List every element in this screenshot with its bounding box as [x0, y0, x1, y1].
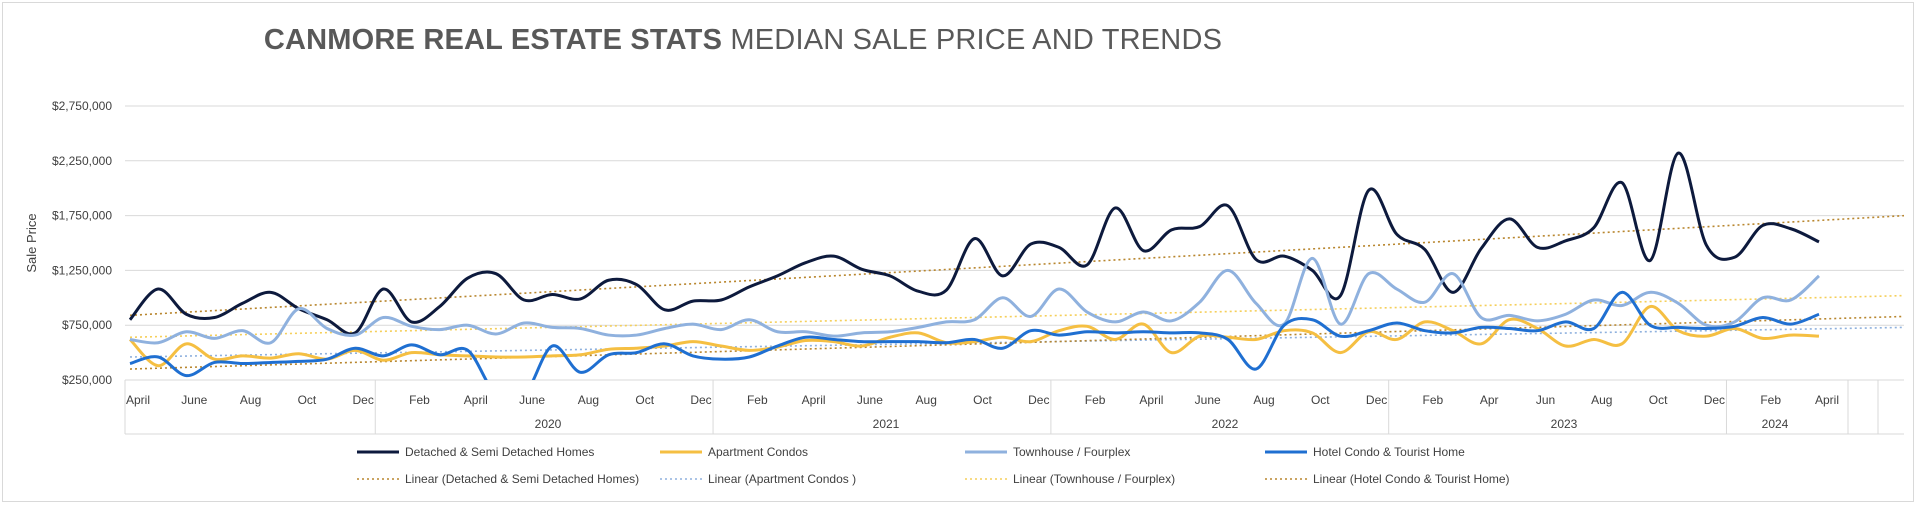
y-tick-label: $2,250,000 [52, 154, 112, 168]
legend-label-linear-hotel-condo-tourist-home: Linear (Hotel Condo & Tourist Home) [1313, 472, 1510, 486]
year-label: 2024 [1762, 417, 1789, 431]
legend-label-townhouse-fourplex: Townhouse / Fourplex [1013, 445, 1130, 459]
x-tick-label: Dec [1028, 393, 1049, 407]
x-tick-label: Oct [635, 393, 654, 407]
legend-label-hotel-condo-tourist-home: Hotel Condo & Tourist Home [1313, 445, 1465, 459]
legend-label-linear-apartment-condos: Linear (Apartment Condos ) [708, 472, 856, 486]
x-tick-label: Dec [690, 393, 711, 407]
year-label: 2020 [535, 417, 562, 431]
x-tick-label: Feb [409, 393, 430, 407]
series-line-townhouse-fourplex [129, 256, 1821, 345]
x-tick-label: Oct [1311, 393, 1330, 407]
y-tick-label: $1,250,000 [52, 263, 112, 277]
x-tick-label: Oct [973, 393, 992, 407]
year-label: 2021 [873, 417, 900, 431]
x-tick-label: Feb [1423, 393, 1444, 407]
x-tick-label: Feb [747, 393, 768, 407]
x-tick-label: June [857, 393, 883, 407]
series-line-apartment-condos [128, 305, 1820, 368]
y-tick-label: $750,000 [62, 318, 112, 332]
x-tick-label: June [181, 393, 207, 407]
x-tick-label: April [802, 393, 826, 407]
x-tick-label: Oct [1649, 393, 1668, 407]
x-tick-label: Aug [1591, 393, 1612, 407]
x-tick-label: April [1139, 393, 1163, 407]
x-tick-label: Apr [1480, 393, 1499, 407]
series-line-detached-semi-detached-homes [128, 151, 1820, 336]
chart-title: CANMORE REAL ESTATE STATS MEDIAN SALE PR… [0, 24, 1486, 57]
x-tick-label: Aug [578, 393, 599, 407]
legend: Detached & Semi Detached Homes Apartment … [357, 445, 1510, 486]
year-label: 2022 [1212, 417, 1239, 431]
x-tick-label: Jun [1536, 393, 1555, 407]
trendline-linear-detached-semi-detached-homes [129, 214, 1904, 317]
x-tick-label: Dec [1366, 393, 1387, 407]
axes: $250,000 $750,000 $1,250,000 $1,750,000 $2,2… [24, 99, 1904, 435]
y-axis-label: Sale Price [24, 213, 39, 272]
x-tick-label: Oct [298, 393, 317, 407]
y-tick-label: $250,000 [62, 373, 112, 387]
x-tick-label: Aug [1253, 393, 1274, 407]
x-tick-label: April [1815, 393, 1839, 407]
trendline-linear-townhouse-fourplex [129, 294, 1904, 339]
legend-label-detached-semi-detached-homes: Detached & Semi Detached Homes [405, 445, 594, 459]
x-tick-label: Dec [353, 393, 374, 407]
trendline-linear-hotel-condo-tourist-home [129, 315, 1904, 370]
x-tick-label: April [464, 393, 488, 407]
series-lines [128, 151, 1821, 380]
x-tick-label: Feb [1085, 393, 1106, 407]
y-tick-label: $1,750,000 [52, 209, 112, 223]
legend-label-linear-detached-semi-detached-homes: Linear (Detached & Semi Detached Homes) [405, 472, 639, 486]
chart-title-bold: CANMORE REAL ESTATE STATS [263, 24, 723, 56]
y-tick-label: $2,750,000 [52, 99, 112, 113]
chart-title-rest: MEDIAN SALE PRICE AND TRENDS [730, 24, 1223, 56]
x-tick-label: April [126, 393, 150, 407]
x-tick-label: June [1195, 393, 1221, 407]
legend-label-apartment-condos: Apartment Condos [708, 445, 808, 459]
legend-label-linear-townhouse-fourplex: Linear (Townhouse / Fourplex) [1013, 472, 1175, 486]
series-line-hotel-condo-tourist-home [129, 290, 1820, 380]
x-tick-label: Aug [240, 393, 261, 407]
x-tick-label: Feb [1760, 393, 1781, 407]
x-tick-label: Dec [1704, 393, 1725, 407]
x-tick-label: Aug [916, 393, 937, 407]
x-tick-label: June [519, 393, 545, 407]
year-label: 2023 [1551, 417, 1578, 431]
